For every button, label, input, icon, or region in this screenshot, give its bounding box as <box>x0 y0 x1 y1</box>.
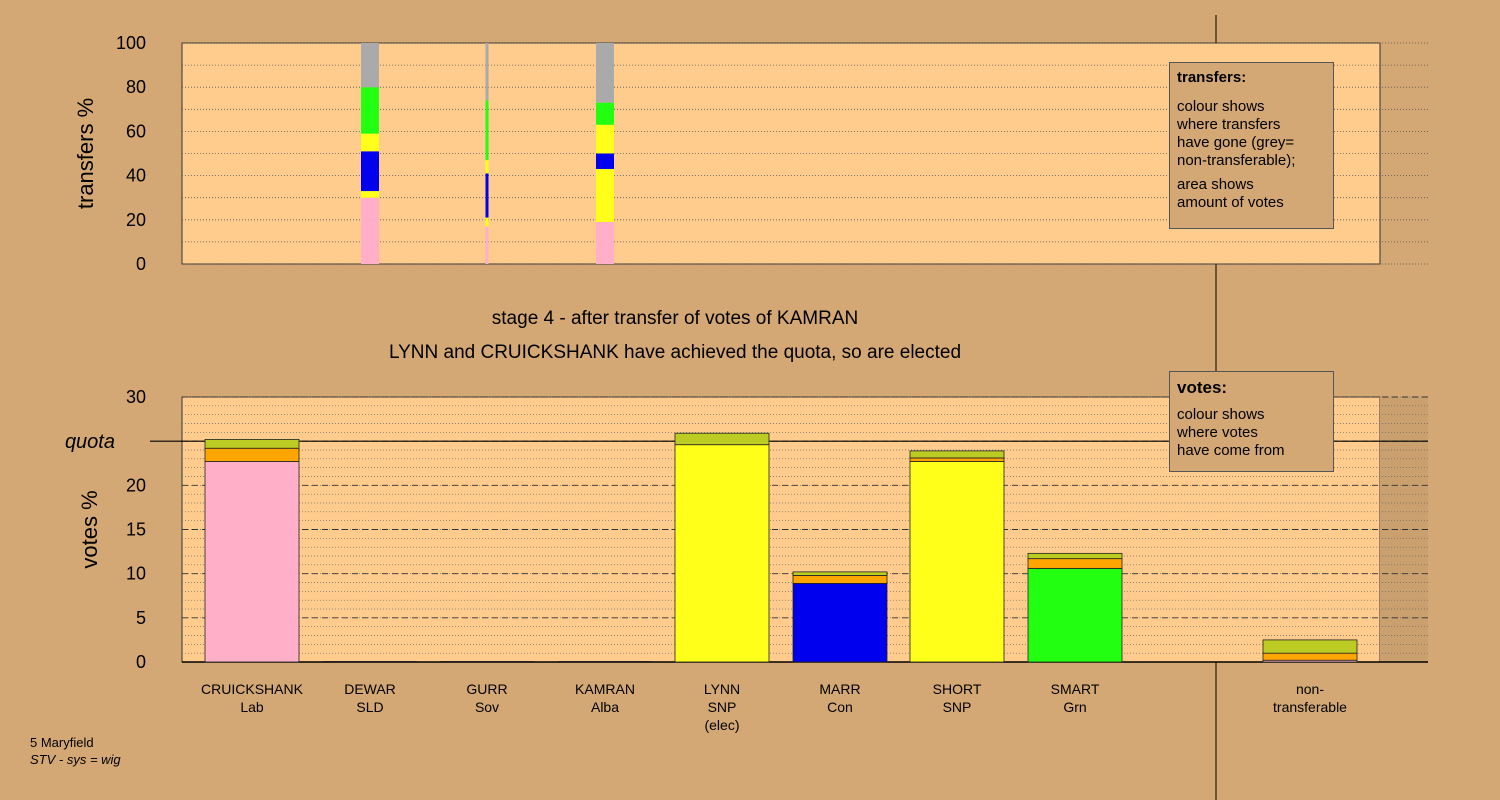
votes-y-tick-label: 10 <box>126 564 146 584</box>
vote-segment-smart <box>1027 567 1123 663</box>
transfer-segment-gurr <box>485 217 489 227</box>
votes-axis-title: votes % <box>77 490 102 568</box>
transfers-y-tick-label: 60 <box>126 121 146 141</box>
transfers-axis-title: transfers % <box>73 98 98 209</box>
vote-segment-non- <box>1262 652 1358 661</box>
vote-segment-lynn <box>674 432 770 446</box>
transfer-segment-dewar <box>361 133 379 152</box>
system-note: STV - sys = wig <box>30 752 121 767</box>
vote-segment-cruickshank <box>204 447 300 462</box>
votes-legend-title: votes: <box>1177 378 1228 397</box>
candidate-name-label: non- <box>1296 681 1324 697</box>
votes-y-tick-label: 20 <box>126 475 146 495</box>
vote-segment-cruickshank <box>204 461 300 663</box>
candidate-name-label: MARR <box>819 681 860 697</box>
candidate-party-label: Alba <box>591 699 619 715</box>
vote-segment-short <box>909 457 1005 462</box>
transfers-legend-line: area shows <box>1177 176 1254 193</box>
transfers-legend-line: amount of votes <box>1177 194 1284 211</box>
candidate-party-label: Grn <box>1063 699 1086 715</box>
transfers-legend-line: where transfers <box>1177 116 1281 133</box>
candidate-party-label: transferable <box>1273 699 1347 715</box>
transfer-segment-gurr <box>485 226 489 264</box>
transfer-segment-dewar <box>361 151 379 192</box>
candidate-party-label: Lab <box>240 699 264 715</box>
candidate-party-label: SNP <box>943 699 972 715</box>
candidate-name-label: SHORT <box>933 681 982 697</box>
ward-name: 5 Maryfield <box>30 735 94 750</box>
transfers-legend-line: non-transferable); <box>1177 152 1296 169</box>
vote-segment-smart <box>1027 552 1123 560</box>
transfer-segment-kamran <box>596 124 614 154</box>
transfers-legend-line: have gone (grey= <box>1177 134 1295 151</box>
candidate-party-label: SLD <box>356 699 383 715</box>
vote-segment-lynn <box>674 444 770 663</box>
transfer-segment-kamran <box>596 102 614 125</box>
transfer-segment-gurr <box>485 173 489 218</box>
transfer-segment-dewar <box>361 191 379 198</box>
votes-y-tick-label: 5 <box>136 608 146 628</box>
candidate-name-label: SMART <box>1051 681 1100 697</box>
candidate-name-label: GURR <box>466 681 507 697</box>
votes-legend: votes: colour shows where votes have com… <box>1169 371 1334 472</box>
vote-segment-cruickshank <box>204 438 300 449</box>
transfer-segment-gurr <box>485 43 489 101</box>
transfers-legend-line: colour shows <box>1177 98 1265 115</box>
candidate-party-label: SNP <box>708 699 737 715</box>
votes-y-tick-label: 30 <box>126 387 146 407</box>
candidate-name-label: LYNN <box>704 681 740 697</box>
elected-heading: LYNN and CRUICKSHANK have achieved the q… <box>389 342 961 363</box>
transfer-segment-kamran <box>596 43 614 103</box>
candidate-name-label: CRUICKSHANK <box>201 681 304 697</box>
transfer-segment-gurr <box>485 160 489 174</box>
votes-y-tick-label: 15 <box>126 520 146 540</box>
candidate-name-label: KAMRAN <box>575 681 635 697</box>
candidate-status-label: (elec) <box>704 717 739 733</box>
vote-segment-smart <box>1027 558 1123 569</box>
transfer-segment-kamran <box>596 153 614 169</box>
transfers-y-tick-label: 80 <box>126 77 146 97</box>
candidate-party-label: Sov <box>475 699 499 715</box>
transfer-segment-dewar <box>361 197 379 264</box>
transfers-legend-title: transfers: <box>1177 69 1247 86</box>
votes-legend-line: where votes <box>1177 424 1258 441</box>
candidate-party-label: Con <box>827 699 853 715</box>
transfer-segment-kamran <box>596 168 614 223</box>
stage-heading: stage 4 - after transfer of votes of KAM… <box>492 308 858 329</box>
candidate-name-label: DEWAR <box>344 681 396 697</box>
transfers-y-tick-label: 0 <box>136 254 146 274</box>
votes-y-tick-label: 0 <box>136 652 146 672</box>
votes-legend-line: colour shows <box>1177 406 1265 423</box>
vote-segment-marr <box>792 575 888 584</box>
transfer-segment-dewar <box>361 43 379 88</box>
transfers-legend: transfers: colour shows where transfers … <box>1169 62 1334 229</box>
vote-segment-marr <box>792 571 888 576</box>
vote-segment-short <box>909 461 1005 663</box>
vote-segment-non- <box>1262 639 1358 654</box>
quota-label: quota <box>65 431 115 453</box>
votes-legend-line: have come from <box>1177 442 1285 459</box>
transfer-segment-gurr <box>485 100 489 161</box>
transfers-y-tick-label: 40 <box>126 166 146 186</box>
transfer-segment-dewar <box>361 87 379 134</box>
transfer-segment-kamran <box>596 222 614 264</box>
vote-segment-short <box>909 450 1005 459</box>
transfers-y-tick-label: 100 <box>116 33 146 53</box>
vote-segment-marr <box>792 582 888 663</box>
transfers-y-tick-label: 20 <box>126 210 146 230</box>
